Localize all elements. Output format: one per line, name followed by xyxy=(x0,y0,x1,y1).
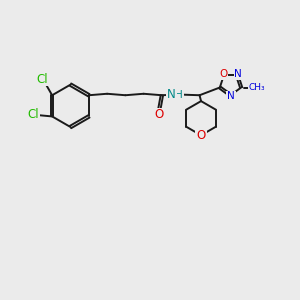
Text: N: N xyxy=(167,88,176,101)
Text: O: O xyxy=(154,109,164,122)
Text: Cl: Cl xyxy=(36,73,48,85)
Text: CH₃: CH₃ xyxy=(248,83,265,92)
Text: N: N xyxy=(227,92,235,101)
Text: Cl: Cl xyxy=(27,109,39,122)
Text: O: O xyxy=(196,129,206,142)
Text: O: O xyxy=(219,69,227,79)
Text: H: H xyxy=(175,90,183,100)
Text: N: N xyxy=(234,69,242,79)
